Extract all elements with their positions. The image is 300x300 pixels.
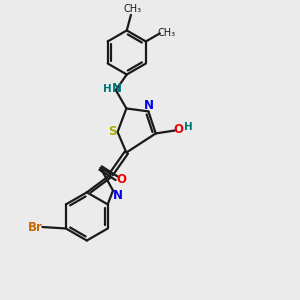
Text: CH₃: CH₃ (123, 4, 142, 14)
Text: S: S (108, 125, 116, 138)
Text: O: O (116, 173, 126, 186)
Text: Br: Br (28, 220, 43, 233)
Text: H: H (103, 84, 112, 94)
Text: N: N (144, 99, 154, 112)
Text: N: N (113, 189, 123, 202)
Text: CH₃: CH₃ (157, 28, 176, 38)
Text: O: O (173, 123, 183, 136)
Text: N: N (111, 82, 122, 95)
Text: H: H (184, 122, 193, 132)
